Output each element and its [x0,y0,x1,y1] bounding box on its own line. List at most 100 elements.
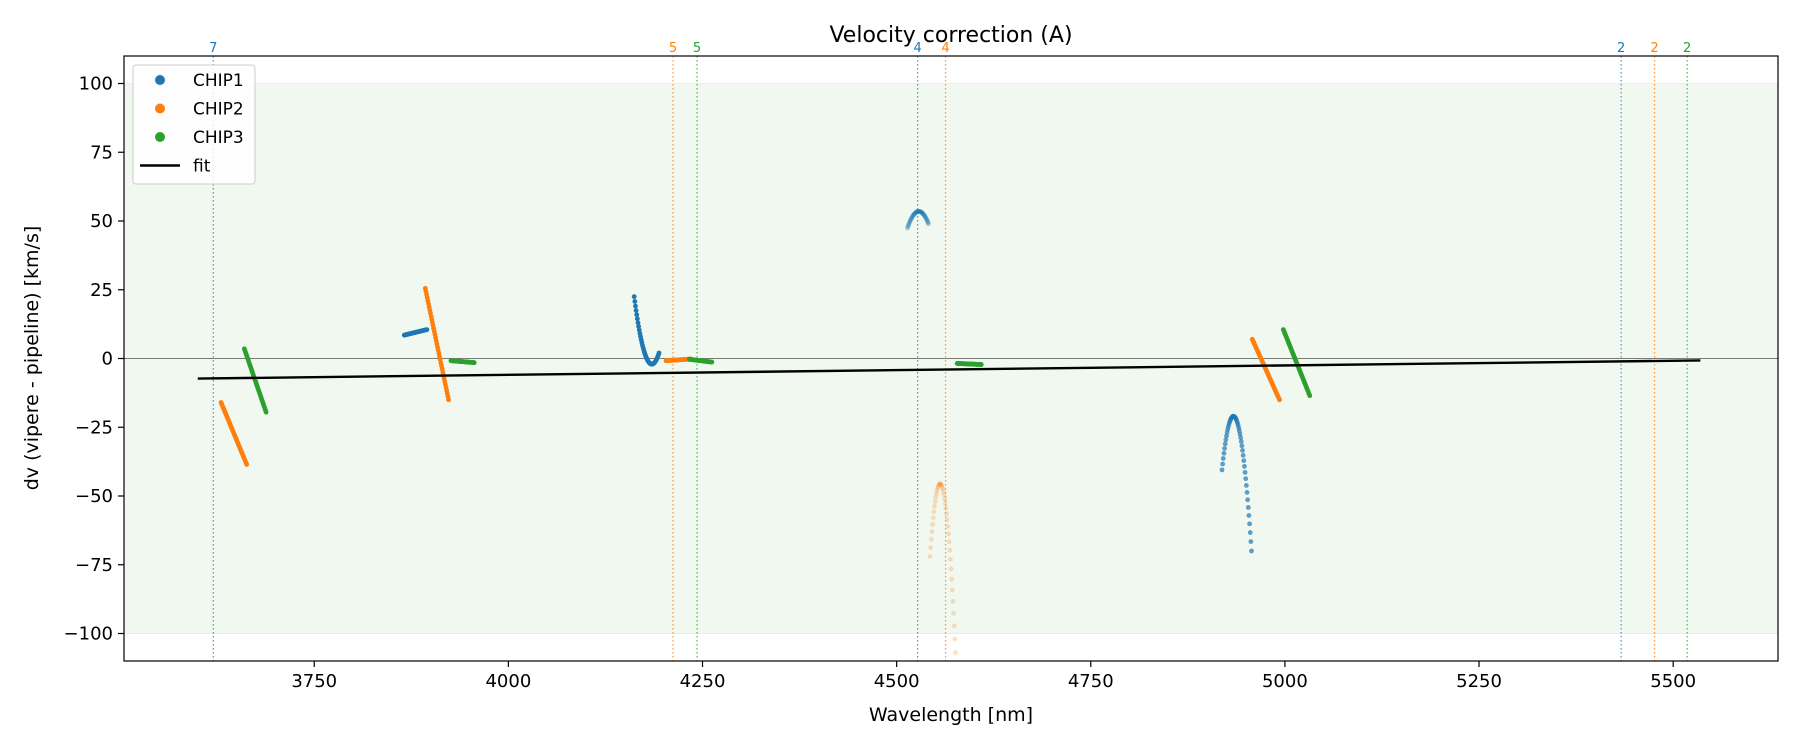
data-point [922,213,928,219]
x-tick-label: 5500 [1650,671,1696,692]
data-point [1244,490,1250,495]
legend-marker [155,75,165,85]
data-point [952,636,958,642]
data-point [978,362,984,367]
data-point [1223,437,1229,443]
legend: CHIP1 CHIP2 CHIP3 fit [132,64,256,185]
data-point [915,209,921,214]
data-point [942,496,948,501]
data-point [906,221,912,227]
data-point [1222,446,1227,451]
data-point [951,610,956,616]
data-point [1220,456,1226,461]
data-point [1241,458,1247,464]
data-point [912,211,917,217]
data-point [933,491,939,497]
data-point [907,218,913,224]
data-point [913,210,919,215]
data-point [908,216,914,221]
data-point [1242,463,1247,469]
data-point [908,217,914,223]
data-point [909,214,915,220]
x-tick-label: 4500 [874,671,920,692]
data-point [933,494,939,500]
order-marker-label: 4 [941,41,949,56]
data-point [471,360,477,366]
data-point [940,486,946,492]
data-point [914,209,919,215]
data-point [930,515,936,521]
data-point [928,536,934,542]
data-point [1248,539,1254,545]
data-point [941,492,947,498]
data-point [912,210,918,216]
data-point [937,481,943,487]
legend-label: CHIP3 [193,128,244,148]
data-point [1245,505,1251,510]
data-points-layer [218,208,1313,656]
data-point [921,211,926,217]
legend-marker [155,132,165,142]
data-point [940,489,946,494]
data-point [918,209,924,215]
data-point [923,215,929,221]
data-point [1240,448,1245,453]
data-point [1247,521,1252,527]
x-tick-label: 4250 [680,671,726,692]
data-point [1219,467,1225,473]
data-point [935,483,941,489]
data-point [939,482,944,488]
y-tick-label: −50 [75,486,113,507]
data-point [636,324,642,329]
data-point [949,576,955,582]
y-tick-label: −25 [75,417,113,438]
chart-title: Velocity correction (A) [829,23,1072,48]
data-point [927,554,933,559]
data-point [633,303,638,309]
data-point [446,397,451,403]
data-point [1277,397,1282,403]
data-point [924,218,930,224]
order-marker-label: 5 [693,41,701,56]
axis-ticks: 3750 4000 4250 4500 4750 5000 5250 5500 100 75 50 2… [64,74,1697,693]
order-marker-label: 5 [669,41,677,56]
order-marker-lines [212,56,1688,661]
data-point [424,327,430,333]
data-point [1238,435,1244,440]
data-point [633,308,639,313]
x-tick-label: 5000 [1262,671,1308,692]
y-tick-label: 25 [90,280,113,301]
data-point [907,220,912,226]
data-point [947,547,953,553]
data-point [942,500,948,506]
data-point [1240,452,1246,458]
fit-line-layer [197,359,1701,380]
data-point [1222,441,1228,447]
x-tick-label: 5250 [1456,671,1502,692]
data-point [928,545,934,551]
order-marker-label: 2 [1650,41,1658,56]
data-point [950,598,956,604]
data-point [932,504,937,509]
y-axis-label: dv (vipere - pipeline) [km/s] [21,226,43,491]
data-point [1247,530,1253,535]
data-point [921,212,927,218]
data-point [916,208,922,214]
data-point [931,509,937,515]
data-point [936,482,942,488]
order-marker-label: 2 [1683,41,1691,56]
data-point [932,499,938,505]
data-point [634,316,640,322]
data-point [917,209,922,214]
legend-label: CHIP1 [193,71,244,91]
x-tick-label: 3750 [291,671,337,692]
order-marker-label: 2 [1617,41,1625,56]
data-point [920,211,926,216]
data-point [938,481,944,487]
data-point [944,517,950,523]
order-marker-label: 4 [913,41,921,56]
data-point [953,650,958,656]
data-point [1245,497,1251,503]
data-point [949,587,955,593]
